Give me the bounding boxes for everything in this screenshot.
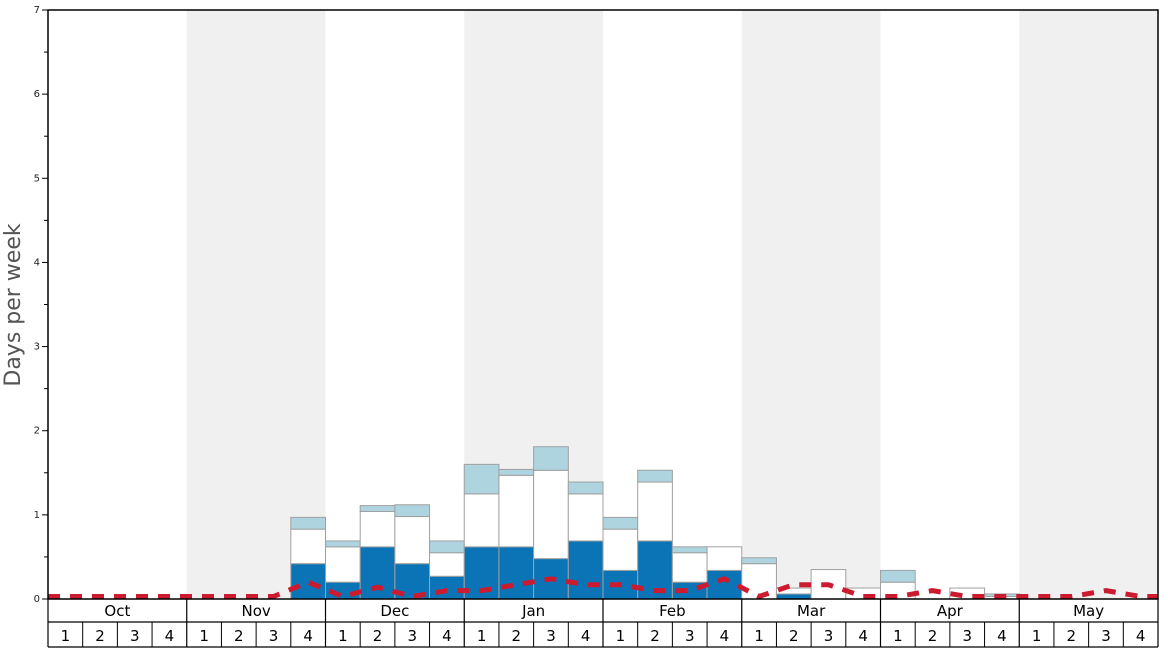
bar-light-week-17 (602, 516, 639, 530)
week-label: 2 (928, 627, 938, 645)
y-tick-label: 7 (34, 5, 40, 16)
bar-mid-week-18 (637, 481, 673, 542)
bar-light-week-10 (359, 505, 396, 512)
week-label: 2 (650, 627, 660, 645)
bar-light-week-21 (741, 557, 777, 565)
week-label: 4 (165, 627, 175, 645)
week-label: 4 (303, 627, 313, 645)
week-label: 3 (546, 627, 556, 645)
bar-mid-week-15 (533, 469, 569, 560)
week-label: 2 (373, 627, 383, 645)
bar-light-week-14 (498, 468, 535, 476)
bar-dark-week-22 (775, 593, 812, 600)
bar-dark-week-16 (567, 540, 604, 600)
month-label-dec: Dec (380, 602, 409, 620)
week-label: 1 (616, 627, 626, 645)
bar-light-week-19 (671, 546, 708, 554)
bar-light-week-16 (567, 481, 604, 495)
bar-dark-week-12 (429, 575, 465, 600)
bar-mid-week-21 (741, 563, 777, 600)
week-label: 1 (477, 627, 487, 645)
month-label-oct: Oct (104, 602, 130, 620)
bar-light-week-25 (880, 569, 916, 583)
week-label: 3 (407, 627, 417, 645)
month-label-feb: Feb (659, 602, 686, 620)
x-axis: Oct Nov Dec Jan Feb Mar Apr May 1 2 3 4 1 2 3 4 1 2 3 4 1 2 3 4… (47, 599, 1159, 648)
week-label: 2 (95, 627, 105, 645)
month-band-mar (741, 10, 881, 599)
bar-mid-week-12 (429, 552, 465, 577)
y-tick-label: 6 (34, 89, 40, 100)
bar-light-week-9 (325, 540, 361, 548)
bar-mid-week-9 (325, 546, 361, 583)
y-tick-label: 4 (34, 257, 40, 268)
week-label: 3 (824, 627, 834, 645)
week-label: 4 (581, 627, 591, 645)
bar-light-week-18 (637, 469, 673, 483)
bar-light-week-15 (533, 446, 569, 471)
week-label: 4 (720, 627, 730, 645)
week-label: 2 (234, 627, 244, 645)
bar-mid-week-17 (602, 528, 639, 571)
week-label: 2 (512, 627, 522, 645)
month-bands (186, 10, 1158, 599)
y-tick-label: 1 (34, 510, 40, 521)
bar-mid-week-11 (394, 516, 431, 565)
week-label: 3 (685, 627, 695, 645)
bar-light-week-11 (394, 504, 431, 518)
week-label: 4 (997, 627, 1007, 645)
y-tick-label: 3 (34, 342, 40, 353)
week-label: 3 (269, 627, 279, 645)
bar-mid-week-8 (290, 528, 326, 565)
bar-dark-week-8 (290, 563, 326, 600)
y-tick-label: 2 (34, 426, 40, 437)
week-label: 3 (1101, 627, 1111, 645)
week-label: 4 (442, 627, 452, 645)
week-label: 1 (893, 627, 903, 645)
week-label: 3 (130, 627, 140, 645)
week-label: 2 (789, 627, 799, 645)
bar-dark-week-20 (706, 569, 743, 600)
bar-dark-week-14 (498, 546, 535, 600)
bar-light-week-12 (429, 540, 465, 554)
bar-light-week-13 (463, 463, 500, 495)
bar-mid-week-14 (498, 474, 535, 548)
y-axis-label: Days per week (1, 223, 26, 386)
bar-mid-week-13 (463, 493, 500, 548)
month-label-nov: Nov (241, 602, 270, 620)
week-label: 1 (1032, 627, 1042, 645)
bar-mid-week-19 (671, 552, 708, 583)
bar-mid-week-16 (567, 493, 604, 542)
y-tick-label: 0 (34, 594, 40, 605)
month-label-mar: Mar (797, 602, 826, 620)
week-label: 1 (338, 627, 348, 645)
week-label: 1 (199, 627, 209, 645)
month-band-nov (186, 10, 326, 599)
week-label: 1 (61, 627, 71, 645)
month-label-may: May (1073, 602, 1104, 620)
bar-mid-week-10 (359, 510, 396, 548)
week-label: 4 (858, 627, 868, 645)
bar-mid-week-20 (706, 546, 743, 571)
month-band-may (1019, 10, 1158, 599)
y-tick-label: 5 (34, 173, 40, 184)
month-label-jan: Jan (521, 602, 545, 620)
week-label: 4 (1136, 627, 1146, 645)
bars-layer (290, 446, 1020, 600)
week-label: 1 (754, 627, 764, 645)
bar-dark-week-10 (359, 546, 396, 600)
week-label: 2 (1067, 627, 1077, 645)
week-label: 3 (962, 627, 972, 645)
month-label-apr: Apr (937, 602, 964, 620)
bar-light-week-8 (290, 516, 326, 530)
